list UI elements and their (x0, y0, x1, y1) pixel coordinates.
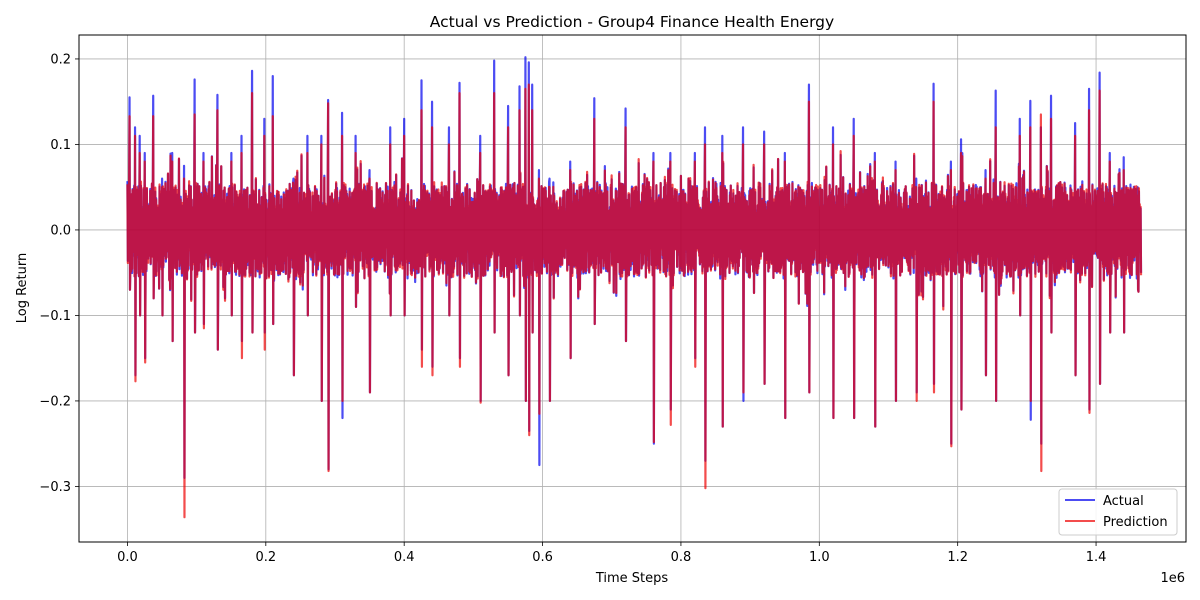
x-axis-offset-label: 1e6 (1160, 571, 1185, 586)
y-tick-label: −0.3 (39, 480, 71, 495)
plot-area-frame (78, 34, 1187, 543)
x-tick-label: 0.0 (117, 550, 138, 565)
y-tick-label: −0.2 (39, 394, 71, 409)
y-tick-label: 0.1 (50, 138, 71, 153)
chart-title: Actual vs Prediction - Group4 Finance He… (430, 13, 834, 31)
x-tick-label: 0.6 (532, 550, 553, 565)
y-axis-label: Log Return (15, 253, 30, 324)
x-tick-label: 1.2 (947, 550, 968, 565)
x-axis-label: Time Steps (595, 571, 669, 586)
y-tick-label: 0.0 (50, 223, 71, 238)
x-tick-label: 0.2 (255, 550, 276, 565)
x-axis: 0.0 0.2 0.4 0.6 0.8 1.0 1.2 1.4 (117, 542, 1106, 565)
x-tick-label: 0.8 (671, 550, 692, 565)
legend-label-actual: Actual (1103, 494, 1144, 509)
x-tick-label: 1.4 (1086, 550, 1107, 565)
legend: Actual Prediction (1058, 488, 1178, 536)
x-tick-label: 1.0 (809, 550, 830, 565)
y-tick-label: −0.1 (39, 309, 71, 324)
series-layer (126, 56, 1143, 519)
legend-label-prediction: Prediction (1103, 515, 1168, 530)
y-tick-label: 0.2 (50, 52, 71, 67)
x-tick-label: 0.4 (394, 550, 415, 565)
series-line-prediction (126, 83, 1143, 519)
y-axis: 0.2 0.1 0.0 −0.1 −0.2 −0.3 (39, 52, 79, 495)
